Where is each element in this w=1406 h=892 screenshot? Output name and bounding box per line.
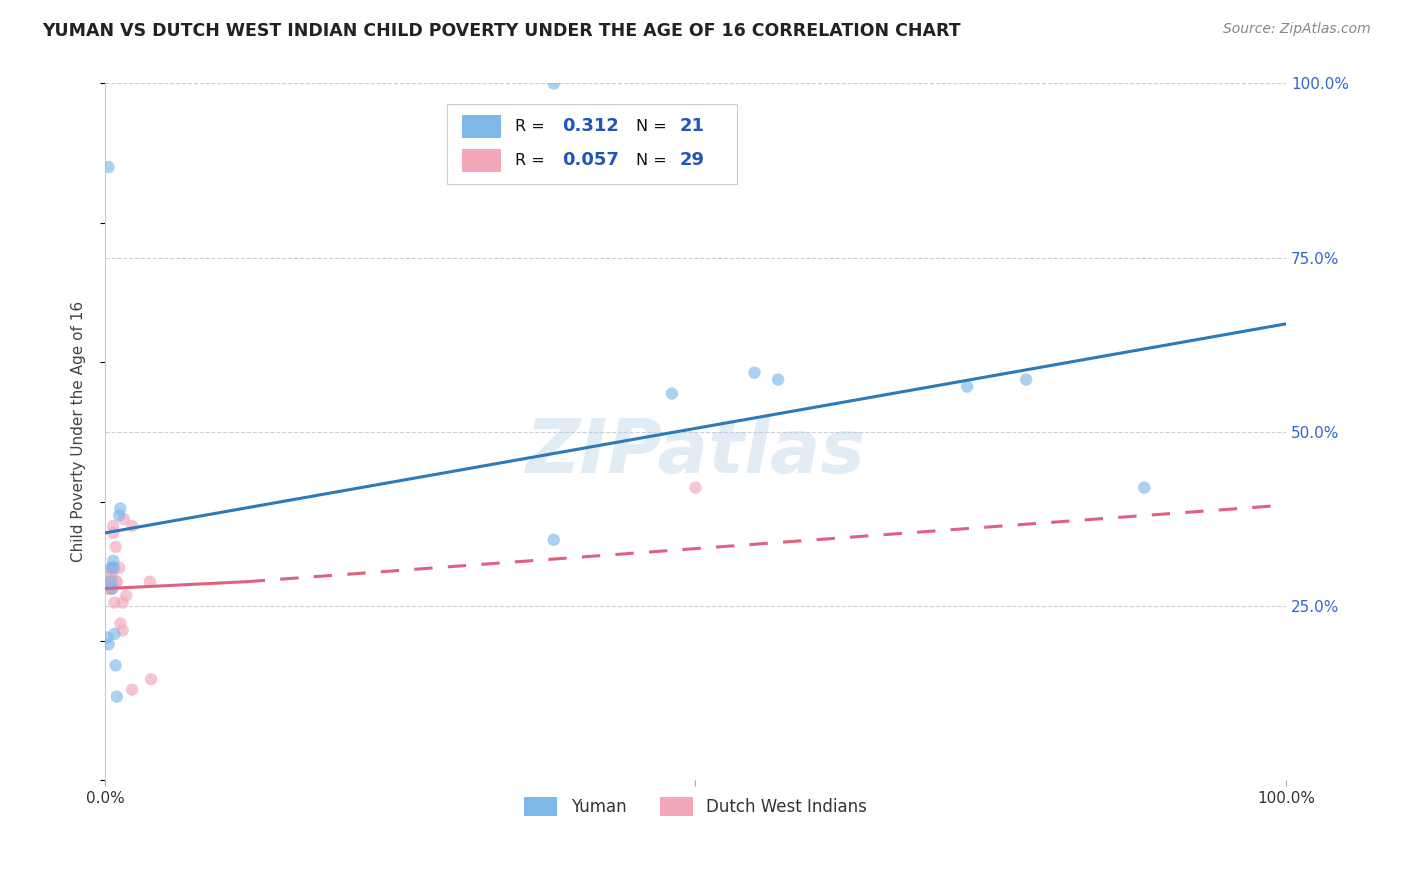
- Point: [100, 560, 122, 574]
- Point: [105, 690, 128, 704]
- Point: [661, 386, 683, 401]
- Point: [101, 582, 124, 596]
- Point: [100, 574, 122, 589]
- Point: [104, 540, 127, 554]
- Bar: [461, 115, 501, 137]
- Point: [96, 574, 118, 589]
- Point: [100, 567, 122, 582]
- Point: [103, 560, 125, 574]
- Point: [101, 567, 124, 582]
- Text: Source: ZipAtlas.com: Source: ZipAtlas.com: [1223, 22, 1371, 37]
- Point: [100, 574, 122, 589]
- Point: [1015, 373, 1038, 387]
- Point: [103, 596, 125, 610]
- Point: [103, 560, 125, 574]
- Point: [103, 627, 125, 641]
- Point: [543, 77, 565, 91]
- Point: [96, 631, 118, 645]
- Point: [108, 508, 131, 523]
- Point: [766, 373, 789, 387]
- Text: R =: R =: [515, 119, 550, 134]
- Point: [105, 574, 128, 589]
- Point: [97, 637, 120, 651]
- Point: [139, 672, 162, 686]
- Point: [112, 512, 135, 526]
- Text: 21: 21: [681, 117, 706, 136]
- Point: [101, 560, 124, 574]
- Point: [1133, 481, 1156, 495]
- Point: [744, 366, 766, 380]
- Y-axis label: Child Poverty Under the Age of 16: Child Poverty Under the Age of 16: [72, 301, 86, 563]
- FancyBboxPatch shape: [447, 104, 737, 185]
- Point: [110, 616, 132, 631]
- Point: [98, 582, 121, 596]
- Text: R =: R =: [515, 153, 550, 168]
- Point: [103, 519, 125, 533]
- Point: [956, 379, 979, 393]
- Point: [100, 574, 122, 589]
- Text: 29: 29: [681, 152, 706, 169]
- Point: [115, 589, 138, 603]
- Point: [103, 525, 125, 540]
- Point: [121, 682, 143, 697]
- Point: [111, 624, 134, 638]
- Point: [101, 582, 124, 596]
- Point: [543, 533, 565, 547]
- Point: [139, 574, 162, 589]
- Text: 0.312: 0.312: [562, 117, 619, 136]
- Legend: Yuman, Dutch West Indians: Yuman, Dutch West Indians: [516, 789, 876, 824]
- Point: [103, 554, 125, 568]
- Text: 0.057: 0.057: [562, 152, 619, 169]
- Text: N =: N =: [637, 153, 672, 168]
- Point: [97, 582, 120, 596]
- Point: [110, 501, 132, 516]
- Point: [97, 160, 120, 174]
- Point: [104, 574, 127, 589]
- Point: [97, 578, 120, 592]
- Point: [111, 596, 134, 610]
- Point: [108, 560, 131, 574]
- Text: N =: N =: [637, 119, 672, 134]
- Text: ZIPatlas: ZIPatlas: [526, 417, 866, 490]
- Point: [98, 574, 121, 589]
- Text: YUMAN VS DUTCH WEST INDIAN CHILD POVERTY UNDER THE AGE OF 16 CORRELATION CHART: YUMAN VS DUTCH WEST INDIAN CHILD POVERTY…: [42, 22, 960, 40]
- Point: [121, 519, 143, 533]
- Bar: [461, 149, 501, 172]
- Point: [685, 481, 707, 495]
- Point: [104, 658, 127, 673]
